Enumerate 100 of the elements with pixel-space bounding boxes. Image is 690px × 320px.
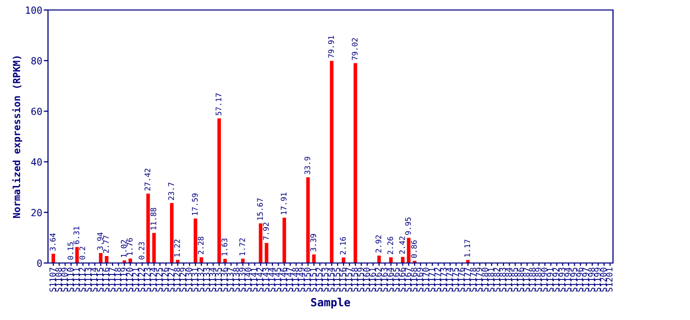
x-tick-label: S1167: [404, 268, 412, 292]
x-tick-label: S1172: [434, 268, 441, 292]
x-tick-label: S1120: [126, 268, 133, 292]
x-tick-label: S1139: [238, 268, 246, 292]
x-tick-label: S1198: [588, 268, 595, 292]
x-tick-label: S1137: [227, 268, 234, 292]
x-tick-label: S1110: [67, 268, 74, 292]
x-tick-label: S1108: [55, 268, 62, 292]
x-tick-label: S1162: [375, 268, 382, 292]
x-tick-label: S1165: [392, 268, 400, 292]
x-tick-label: S1180: [482, 268, 488, 292]
x-tick-label: S1115: [96, 268, 104, 292]
x-tick-label: S1177: [464, 268, 470, 292]
x-tick-label: S1166: [398, 268, 406, 292]
x-tick-label: S1114: [90, 268, 98, 292]
x-tick-label: S1161: [369, 268, 376, 292]
x-tick-label: S1150: [304, 268, 310, 292]
x-tick-label: S1200: [600, 268, 607, 292]
x-tick-label: S1142: [256, 268, 264, 292]
x-tick-label: S1183: [500, 268, 506, 292]
x-tick-label: S1193: [558, 268, 566, 292]
x-tick-label: S1147: [286, 268, 293, 292]
x-tick-label: S1174: [446, 268, 453, 292]
x-tick-label: S1146: [280, 268, 287, 292]
x-tick-label: S1107: [49, 268, 56, 292]
x-tick-label: S1187: [523, 268, 530, 292]
x-tick-label: S1124: [150, 268, 156, 292]
x-tick-label: S1197: [582, 268, 589, 292]
x-tick-label: S1148: [292, 268, 299, 292]
x-tick-label: S1182: [494, 268, 500, 292]
x-tick-label: S1191: [546, 268, 554, 292]
x-tick-label: S1169: [416, 268, 423, 292]
x-tick-label: S1117: [108, 268, 115, 292]
x-tick-label: S1192: [552, 268, 560, 292]
x-tick-label: S1158: [352, 268, 358, 292]
x-tick-label: S1186: [517, 268, 524, 292]
x-tick-label: S1149: [298, 268, 305, 292]
x-tick-label: S1181: [488, 268, 494, 292]
x-tick-label: S1156: [340, 268, 346, 292]
x-tick-label: S1138: [233, 268, 240, 292]
x-tick-label: S1151: [310, 268, 316, 292]
x-tick-label: S1178: [470, 268, 476, 292]
x-tick-label: S1145: [274, 268, 281, 292]
y-tick-label: 100: [26, 6, 42, 14]
x-tick-label: S1128: [174, 268, 180, 292]
x-tick-label: S1163: [381, 268, 388, 292]
x-tick-label: S1140: [244, 268, 252, 292]
x-tick-label: S1123: [144, 268, 151, 292]
x-tick-label: S1127: [168, 268, 174, 292]
x-tick-label: S1112: [79, 268, 86, 292]
x-tick-label: S1194: [564, 268, 572, 292]
x-tick-label: S1136: [221, 268, 228, 292]
x-tick-label: S1152: [316, 268, 322, 292]
x-tick-label: S1189: [535, 268, 542, 292]
x-tick-label: S1144: [268, 268, 275, 292]
x-tick-label: S1122: [138, 268, 145, 292]
x-tick-label: S1155: [334, 268, 340, 292]
x-tick-label: S1129: [180, 268, 186, 292]
y-axis-title: Normalized expression (RPKM): [12, 56, 22, 218]
y-tick-label: 40: [31, 158, 42, 166]
x-tick-label: S1131: [192, 268, 198, 292]
x-tick-label: S1133: [203, 268, 210, 292]
x-tick-label: S1199: [594, 268, 601, 292]
y-tick-label: 0: [37, 260, 42, 267]
y-tick-label: 60: [31, 108, 42, 116]
x-tick-label: S1176: [458, 268, 464, 292]
x-tick-label: S1188: [529, 268, 536, 292]
x-tick-label: S1121: [132, 268, 139, 292]
x-tick-label: S1179: [476, 268, 482, 292]
x-tick-label: S1175: [452, 268, 458, 292]
x-tick-label: S1159: [357, 268, 364, 292]
y-tick-label: 20: [31, 208, 42, 216]
x-tick-label: S1173: [440, 268, 447, 292]
x-tick-label: S1119: [120, 268, 127, 292]
x-tick-label: S1157: [346, 268, 352, 292]
x-tick-label: S1132: [198, 268, 204, 292]
x-tick-label: S1118: [114, 268, 121, 292]
x-tick-label: S1109: [61, 268, 68, 292]
x-tick-label: S1160: [363, 268, 370, 292]
x-tick-label: S1190: [541, 268, 548, 292]
x-tick-label: S1201: [606, 268, 612, 292]
x-tick-label: S1116: [102, 268, 110, 292]
x-tick-label: S1135: [215, 268, 222, 292]
x-tick-label: S1125: [156, 268, 162, 292]
x-tick-label: S1111: [73, 268, 80, 292]
x-tick-label: S1126: [162, 268, 168, 292]
x-tick-label: S1134: [209, 268, 216, 292]
x-tick-label: S1154: [328, 268, 334, 292]
x-tick-label: S1184: [505, 268, 512, 292]
x-tick-label: S1141: [250, 268, 258, 292]
x-axis-title: Sample: [311, 298, 350, 309]
x-tick-label: S1113: [85, 268, 92, 292]
x-tick-label: S1153: [322, 268, 328, 292]
x-tick-label: S1143: [262, 268, 269, 292]
x-tick-label: S1196: [576, 268, 583, 292]
x-tick-label: S1168: [410, 268, 418, 292]
x-tick-label: S1164: [387, 268, 394, 292]
x-tick-label: S1185: [511, 268, 518, 292]
x-tick-label: S1171: [428, 268, 435, 292]
x-tick-label: S1195: [570, 268, 577, 292]
